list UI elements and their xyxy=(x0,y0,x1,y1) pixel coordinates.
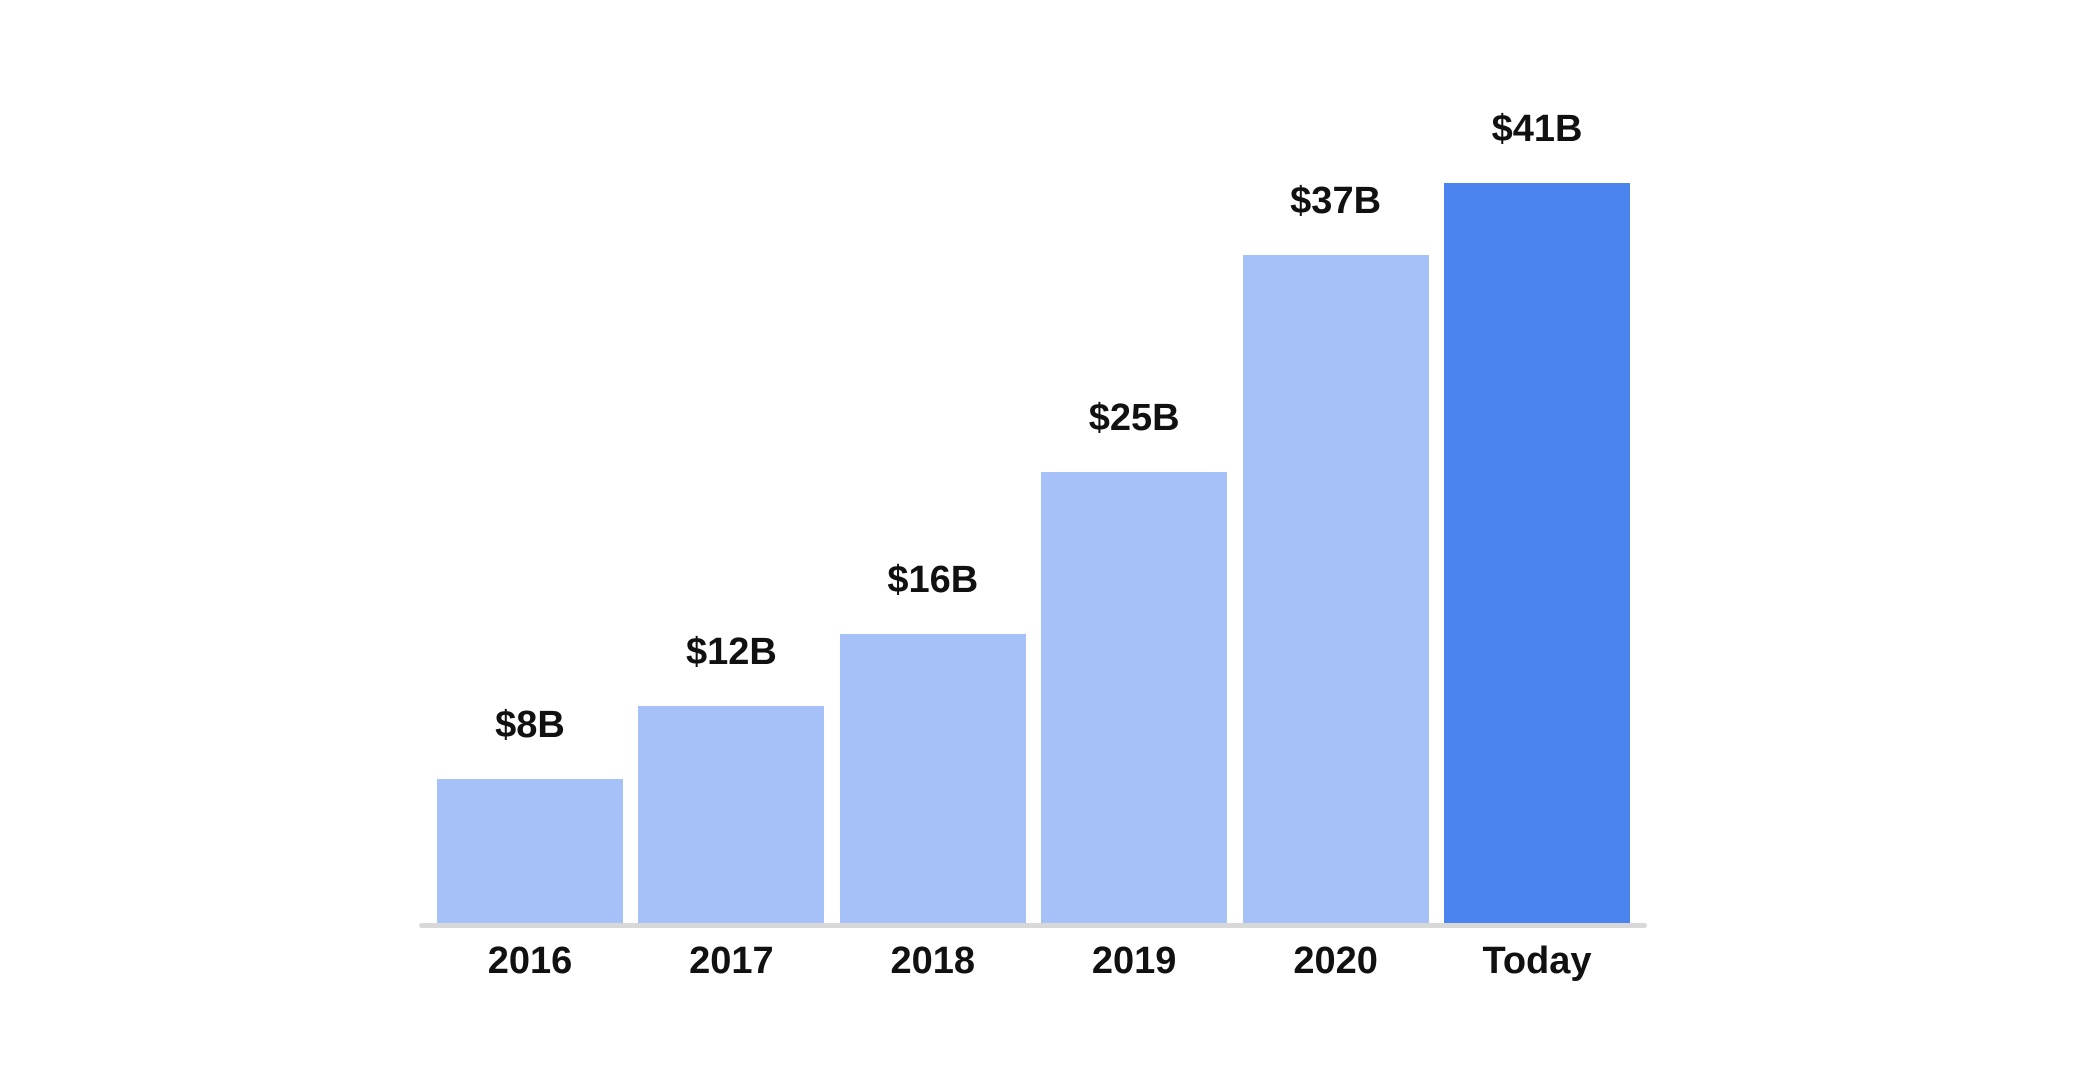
x-axis-tick-label: Today xyxy=(1482,940,1592,982)
bar-2020 xyxy=(1242,255,1429,923)
bar-2017 xyxy=(638,706,825,923)
x-axis-tick-label: 2016 xyxy=(487,940,573,982)
bar-2018 xyxy=(839,634,1026,923)
bar-value-label: $25B xyxy=(1088,397,1180,439)
bar-value-label: $12B xyxy=(685,631,777,673)
x-axis-tick-label: 2019 xyxy=(1091,940,1177,982)
x-axis-line xyxy=(419,923,1647,928)
x-axis-tick-label: 2017 xyxy=(689,940,774,982)
bar-value-label: $8B xyxy=(495,704,565,746)
x-axis-tick-label: 2018 xyxy=(890,940,976,982)
x-axis-tick-label: 2020 xyxy=(1293,940,1378,982)
bar-today xyxy=(1444,183,1630,923)
bar-2019 xyxy=(1041,472,1228,923)
bar-2016 xyxy=(437,779,623,923)
bar-value-label: $41B xyxy=(1491,108,1583,150)
bar-value-label: $16B xyxy=(887,559,979,601)
bar-value-label: $37B xyxy=(1290,180,1382,222)
